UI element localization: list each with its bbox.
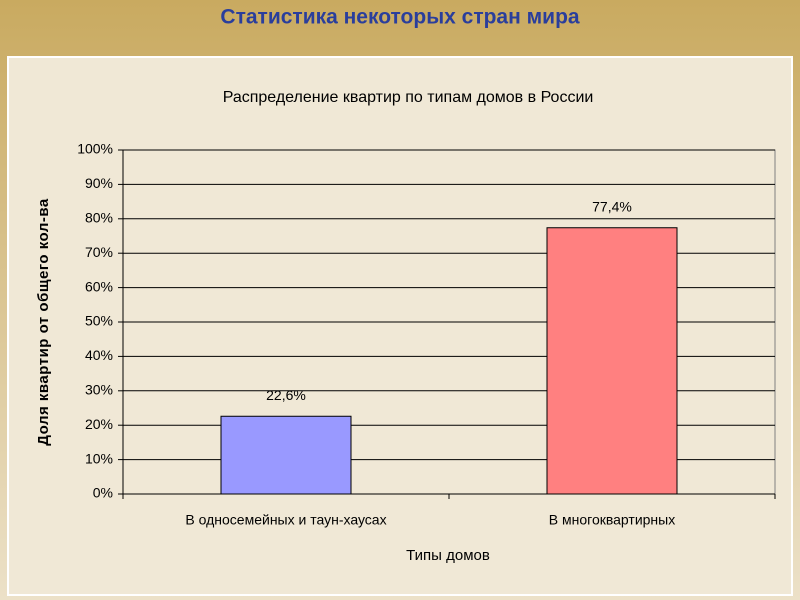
y-tick-label: 60%	[85, 278, 113, 294]
value-label: 22,6%	[266, 387, 306, 403]
y-tick-label: 80%	[85, 210, 113, 226]
bar	[546, 227, 678, 495]
slide-title: Статистика некоторых стран мира	[220, 6, 579, 29]
y-tick-label: 0%	[93, 485, 113, 501]
x-tick-label: В многоквартирных	[549, 512, 675, 528]
y-tick-label: 40%	[85, 347, 113, 363]
chart-title: Распределение квартир по типам домов в Р…	[223, 89, 594, 106]
x-tick-label: В односемейных и таун-хаусах	[185, 512, 386, 528]
y-tick-label: 50%	[85, 313, 113, 329]
x-axis-title: Типы домов	[406, 547, 490, 564]
y-tick-label: 90%	[85, 175, 113, 191]
y-axis-title: Доля квартир от общего кол-ва	[35, 198, 52, 446]
value-label: 77,4%	[592, 198, 632, 214]
y-tick-label: 30%	[85, 382, 113, 398]
y-tick-label: 20%	[85, 416, 113, 432]
bar	[220, 415, 352, 495]
y-tick-label: 100%	[77, 141, 113, 157]
y-tick-label: 10%	[85, 450, 113, 466]
y-tick-label: 70%	[85, 244, 113, 260]
